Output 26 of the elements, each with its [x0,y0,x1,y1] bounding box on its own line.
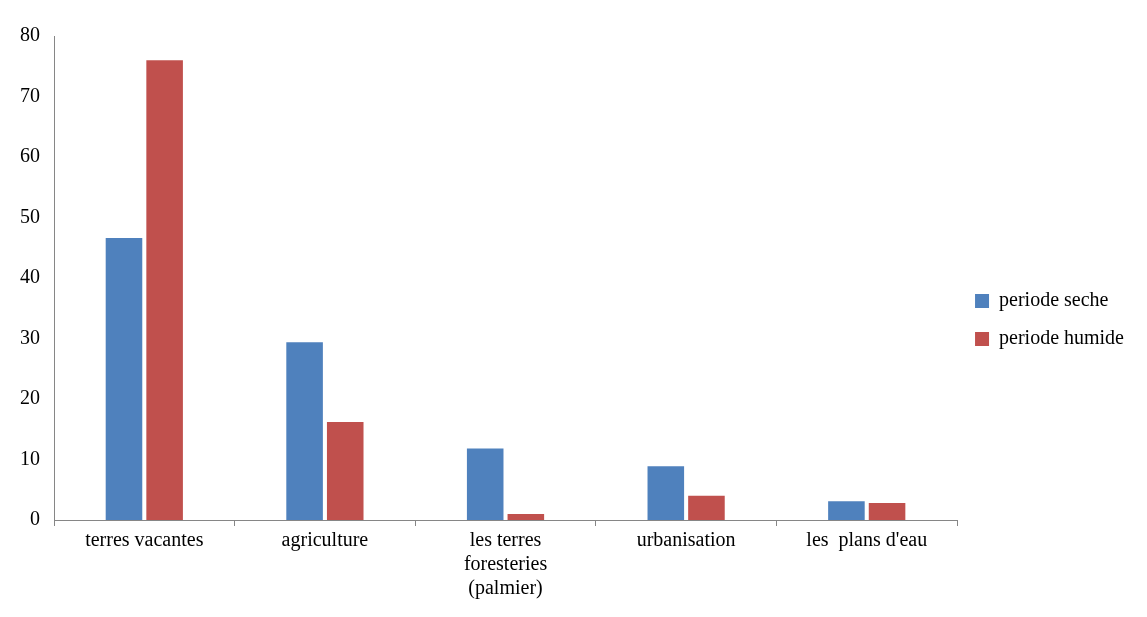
y-tick-label: 50 [20,204,40,227]
bar [828,501,865,520]
y-tick-label: 60 [20,144,40,167]
bar [146,60,183,520]
y-tick-label: 70 [20,83,40,106]
x-tick-label: urbanisation [636,528,736,551]
legend-label: periode humide [999,326,1125,350]
bar [868,503,906,520]
bar [507,513,545,520]
x-tick-label: les terres foresteries (palmier) [463,528,548,600]
bar [647,466,685,520]
x-tick-label: terres vacantes [85,528,204,551]
bar [286,342,323,520]
y-tick-label: 10 [20,446,40,469]
y-tick-label: 20 [20,386,40,409]
legend-label: periode seche [999,288,1109,312]
y-tick-label: 30 [20,325,40,348]
bar [326,421,364,520]
bar [688,495,725,520]
bar [105,238,143,520]
y-tick-label: 40 [20,265,40,288]
y-tick-label: 80 [20,23,40,46]
x-tick-label: les plans d'eau [806,528,928,552]
x-tick-label: agriculture [281,528,369,552]
bar [466,448,504,520]
y-tick-label: 0 [30,507,40,530]
